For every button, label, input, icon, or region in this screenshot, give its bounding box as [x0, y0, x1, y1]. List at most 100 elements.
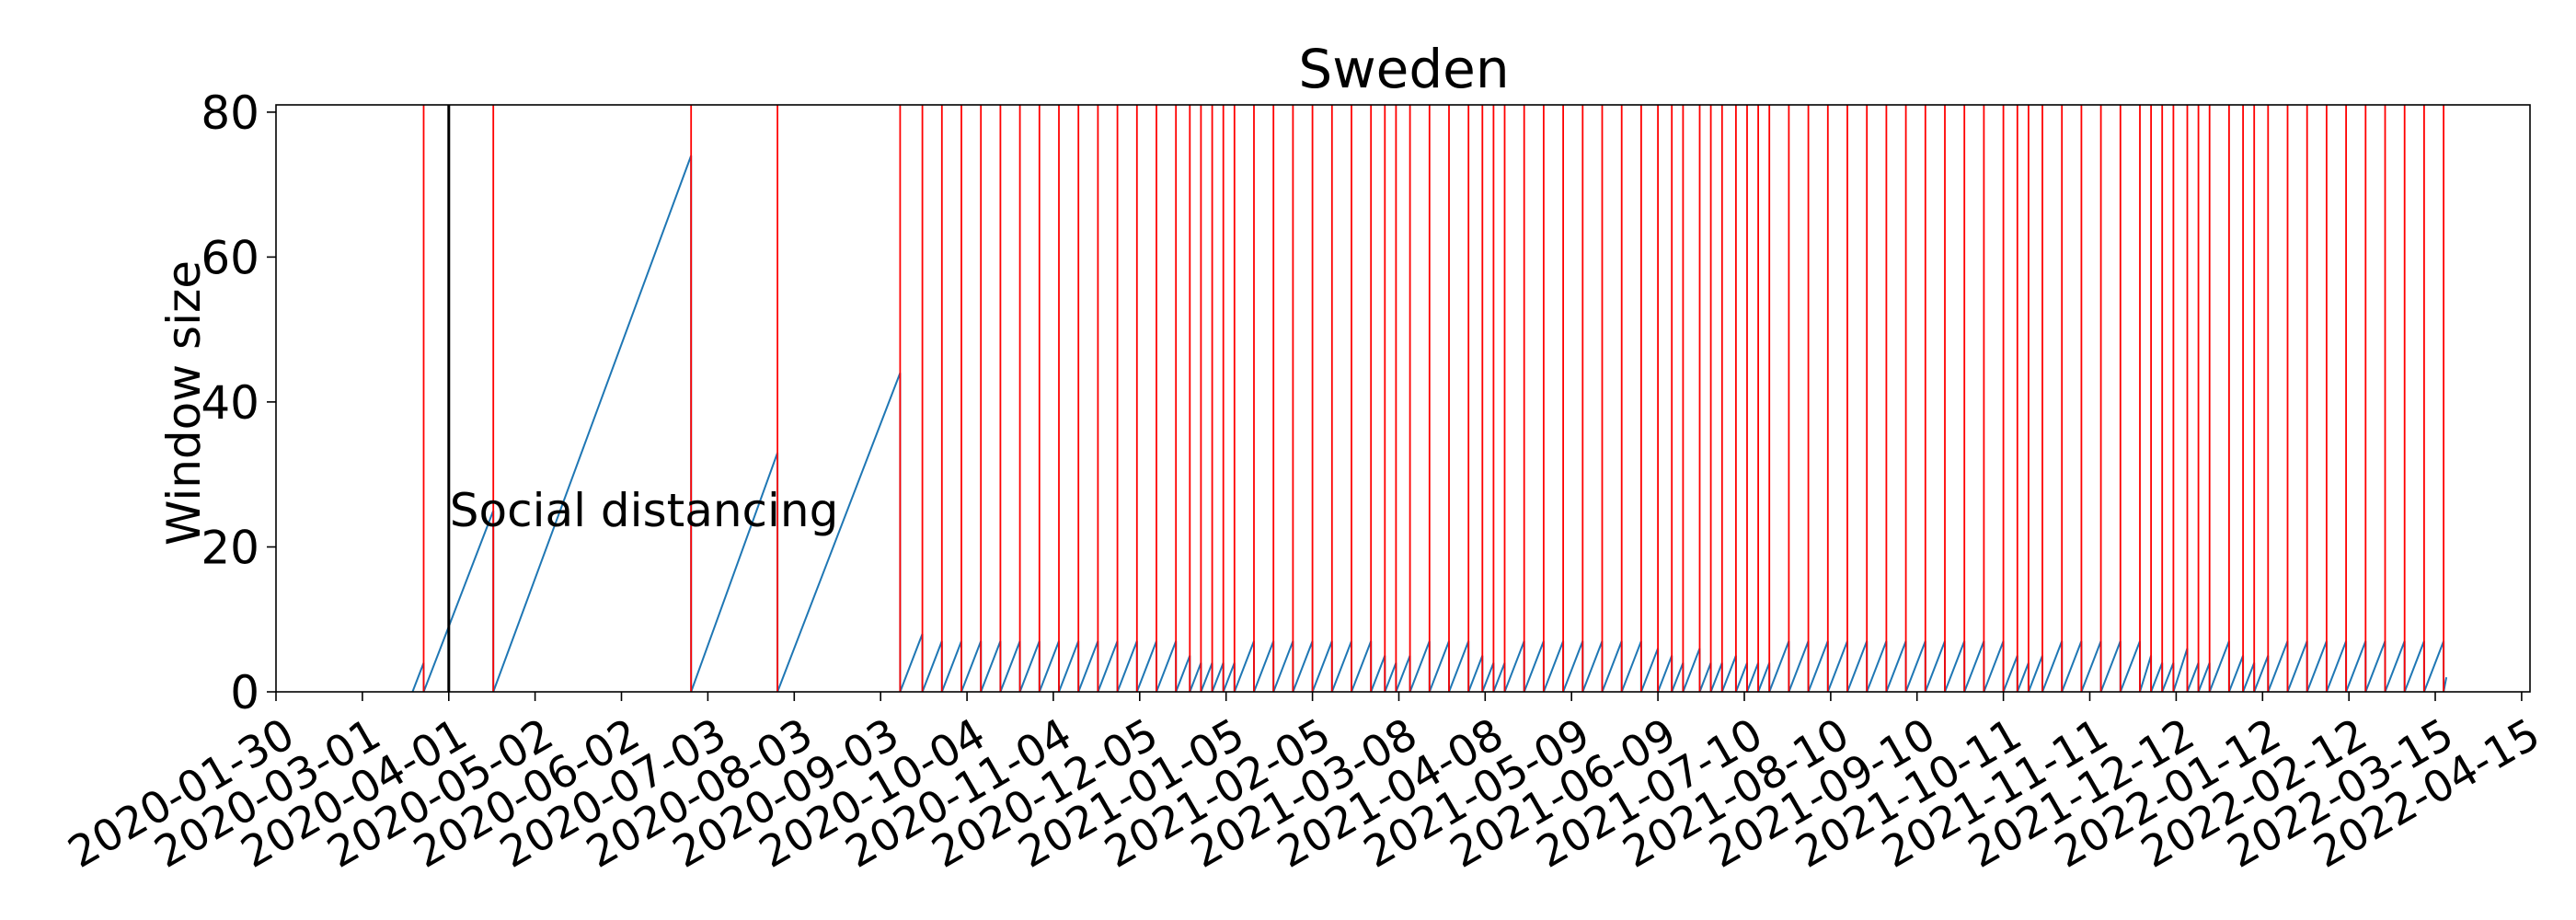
window-segment [1492, 662, 1506, 693]
window-segment [1222, 662, 1236, 693]
y-axis-label: Window size [157, 260, 211, 546]
window-segment [1601, 640, 1623, 693]
window-segment [1448, 640, 1470, 693]
window-segment [1292, 640, 1314, 693]
window-segment [1038, 640, 1060, 693]
window-segment [2061, 640, 2083, 693]
window-segment [1503, 640, 1525, 693]
window-segment [1657, 655, 1673, 693]
window-segment [1757, 662, 1771, 693]
window-segment [1944, 640, 1966, 693]
window-segment [1904, 640, 1926, 693]
window-segment [1175, 655, 1191, 693]
x-axis: 2020-01-302020-03-012020-04-012020-05-02… [60, 692, 2548, 879]
window-segment [2306, 640, 2328, 693]
window-segment [1698, 662, 1712, 693]
window-segment [1384, 662, 1397, 693]
change-point-lines [422, 105, 2445, 692]
window-segment [960, 640, 983, 693]
window-segment [2227, 655, 2245, 693]
window-segment [1156, 640, 1178, 693]
window-segment [1200, 662, 1213, 693]
window-segment [1542, 640, 1565, 693]
window-segment [1116, 640, 1138, 693]
window-segment [2002, 655, 2018, 693]
window-segment [2364, 640, 2386, 693]
plot-frame [275, 104, 2531, 693]
window-segment [1467, 655, 1484, 693]
window-segment [1395, 655, 1411, 693]
window-segment [2150, 662, 2164, 693]
window-segment [1768, 640, 1790, 693]
window-segment [1018, 640, 1041, 693]
y-tick-label: 20 [201, 522, 259, 575]
window-segment [1720, 655, 1737, 693]
window-segment [1788, 640, 1810, 693]
chart-title: Sweden [1298, 38, 1509, 100]
window-segment [1562, 640, 1584, 693]
window-segment [1639, 648, 1660, 693]
window-segment [1885, 640, 1907, 693]
social-distancing-label: Social distancing [450, 484, 839, 537]
window-segment [1428, 640, 1450, 693]
window-segment [422, 510, 495, 693]
y-tick-label: 0 [230, 666, 259, 719]
window-segment [2253, 655, 2270, 693]
window-segment [1189, 662, 1202, 693]
window-segment [999, 640, 1021, 693]
window-segment [2384, 640, 2406, 693]
plot-area: Social distancing [275, 104, 2531, 693]
window-segment [899, 633, 924, 693]
window-segment [411, 662, 425, 693]
window-segment [1807, 640, 1829, 693]
window-segment [2016, 662, 2030, 693]
window-segment [1746, 662, 1760, 693]
y-tick-label: 60 [201, 231, 259, 284]
window-segment [2041, 640, 2064, 693]
window-segment [1097, 640, 1119, 693]
window-segment [1523, 640, 1545, 693]
window-segment [1058, 640, 1080, 693]
window-segment [2242, 662, 2256, 693]
window-segment [1135, 640, 1157, 693]
window-segment [1370, 655, 1386, 693]
y-axis: 0 20 40 60 80 [201, 86, 276, 719]
window-segment [2208, 640, 2230, 693]
window-segment [980, 640, 1002, 693]
window-segment [2345, 640, 2367, 693]
window-segment [1671, 662, 1685, 693]
window-segment [1077, 640, 1099, 693]
window-segment [1233, 640, 1255, 693]
window-segment [1826, 640, 1848, 693]
window-segment [2119, 640, 2141, 693]
window-segment [2422, 640, 2445, 693]
window-segment [2172, 648, 2189, 693]
window-segment [2161, 662, 2175, 693]
window-segment [1734, 662, 1748, 693]
window-segment [1253, 640, 1275, 693]
window-segment [2197, 662, 2211, 693]
window-segment [1983, 640, 2005, 693]
window-segment [940, 640, 962, 693]
window-segment [1211, 662, 1225, 693]
window-segment [1682, 648, 1701, 693]
window-segment [2099, 640, 2122, 693]
y-tick-label: 80 [201, 86, 259, 140]
window-segment [1581, 640, 1604, 693]
y-tick-label: 40 [201, 376, 259, 430]
intervention-marker: Social distancing [447, 105, 839, 692]
window-segment [1924, 640, 1946, 693]
window-segment [2027, 655, 2043, 693]
window-segment [2186, 662, 2200, 693]
window-segment [1330, 640, 1352, 693]
window-segment [2403, 640, 2425, 693]
window-segment [2080, 640, 2102, 693]
window-segment [1481, 662, 1495, 693]
window-segment [1709, 662, 1723, 693]
window-segment [1866, 640, 1888, 693]
window-segment [1846, 640, 1869, 693]
window-segment [2267, 640, 2289, 693]
window-segment [1963, 640, 1985, 693]
window-segment [1351, 640, 1373, 693]
